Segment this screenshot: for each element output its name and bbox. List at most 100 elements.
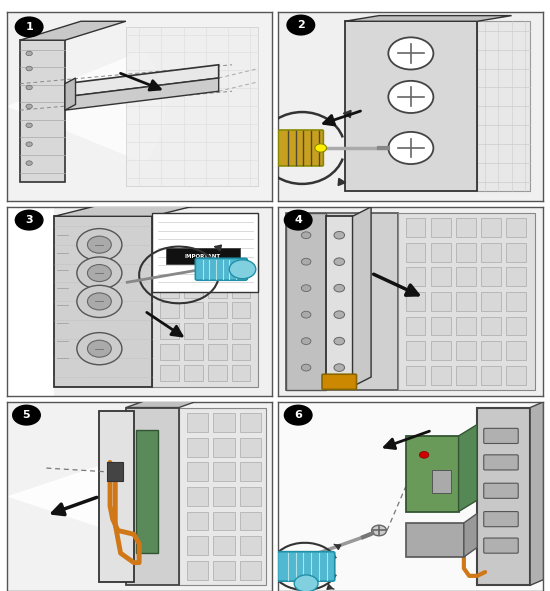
FancyBboxPatch shape — [432, 470, 450, 493]
Polygon shape — [100, 411, 134, 582]
Circle shape — [26, 51, 32, 56]
FancyBboxPatch shape — [232, 365, 250, 381]
FancyBboxPatch shape — [161, 219, 179, 235]
FancyBboxPatch shape — [213, 512, 235, 531]
Circle shape — [334, 364, 344, 371]
Circle shape — [13, 405, 40, 425]
FancyBboxPatch shape — [507, 341, 526, 360]
Text: 2: 2 — [297, 20, 305, 30]
FancyBboxPatch shape — [484, 455, 518, 470]
Circle shape — [287, 15, 315, 35]
FancyBboxPatch shape — [481, 292, 501, 311]
Wedge shape — [7, 440, 192, 553]
FancyBboxPatch shape — [431, 366, 450, 385]
Polygon shape — [353, 207, 371, 387]
FancyBboxPatch shape — [405, 523, 464, 557]
FancyBboxPatch shape — [213, 462, 235, 481]
FancyBboxPatch shape — [7, 207, 54, 396]
Polygon shape — [65, 78, 219, 110]
Polygon shape — [477, 408, 530, 585]
FancyBboxPatch shape — [187, 462, 208, 481]
FancyBboxPatch shape — [213, 438, 235, 457]
Circle shape — [388, 81, 433, 113]
FancyBboxPatch shape — [208, 281, 227, 298]
Circle shape — [87, 236, 111, 253]
FancyBboxPatch shape — [456, 218, 476, 237]
Circle shape — [26, 123, 32, 128]
FancyBboxPatch shape — [507, 317, 526, 336]
FancyBboxPatch shape — [481, 267, 501, 286]
FancyBboxPatch shape — [161, 281, 179, 298]
Circle shape — [372, 525, 387, 536]
FancyBboxPatch shape — [184, 261, 203, 277]
Polygon shape — [126, 398, 205, 408]
FancyBboxPatch shape — [405, 243, 426, 262]
FancyBboxPatch shape — [481, 317, 501, 336]
Circle shape — [334, 258, 344, 265]
Polygon shape — [398, 213, 536, 390]
FancyBboxPatch shape — [232, 344, 250, 360]
FancyBboxPatch shape — [431, 243, 450, 262]
Text: 6: 6 — [294, 410, 302, 420]
FancyBboxPatch shape — [481, 341, 501, 360]
FancyBboxPatch shape — [161, 344, 179, 360]
Circle shape — [388, 37, 433, 70]
Circle shape — [301, 364, 311, 371]
Circle shape — [301, 285, 311, 291]
Circle shape — [284, 405, 312, 425]
FancyBboxPatch shape — [405, 218, 426, 237]
FancyBboxPatch shape — [481, 243, 501, 262]
FancyBboxPatch shape — [208, 365, 227, 381]
FancyBboxPatch shape — [405, 436, 459, 512]
FancyBboxPatch shape — [184, 303, 203, 319]
Circle shape — [229, 260, 256, 279]
FancyBboxPatch shape — [507, 218, 526, 237]
FancyBboxPatch shape — [184, 323, 203, 339]
Circle shape — [26, 104, 32, 109]
Circle shape — [87, 265, 111, 281]
Circle shape — [334, 337, 344, 345]
FancyBboxPatch shape — [481, 366, 501, 385]
Polygon shape — [344, 21, 477, 191]
Polygon shape — [126, 408, 179, 585]
Circle shape — [26, 66, 32, 71]
FancyBboxPatch shape — [240, 512, 261, 531]
Circle shape — [315, 144, 327, 152]
FancyBboxPatch shape — [195, 258, 248, 280]
Polygon shape — [20, 21, 126, 40]
FancyBboxPatch shape — [240, 413, 261, 432]
FancyBboxPatch shape — [431, 341, 450, 360]
FancyBboxPatch shape — [240, 438, 261, 457]
FancyBboxPatch shape — [184, 344, 203, 360]
Polygon shape — [530, 402, 543, 585]
FancyBboxPatch shape — [484, 512, 518, 527]
Circle shape — [77, 257, 122, 289]
Circle shape — [334, 232, 344, 239]
Polygon shape — [65, 78, 75, 110]
FancyBboxPatch shape — [507, 366, 526, 385]
FancyBboxPatch shape — [213, 536, 235, 555]
FancyBboxPatch shape — [208, 240, 227, 256]
Polygon shape — [54, 203, 205, 216]
FancyBboxPatch shape — [213, 413, 235, 432]
FancyBboxPatch shape — [232, 323, 250, 339]
Polygon shape — [152, 216, 258, 387]
FancyBboxPatch shape — [278, 551, 335, 581]
FancyBboxPatch shape — [208, 303, 227, 319]
FancyBboxPatch shape — [232, 240, 250, 256]
Polygon shape — [54, 216, 152, 387]
FancyBboxPatch shape — [405, 317, 426, 336]
FancyBboxPatch shape — [187, 413, 208, 432]
Text: 3: 3 — [25, 215, 33, 225]
FancyBboxPatch shape — [208, 219, 227, 235]
Polygon shape — [344, 15, 512, 21]
Text: 4: 4 — [294, 215, 302, 225]
Text: IMPORTANT: IMPORTANT — [185, 254, 221, 258]
FancyBboxPatch shape — [187, 438, 208, 457]
Text: 5: 5 — [23, 410, 30, 420]
Polygon shape — [459, 424, 477, 512]
FancyBboxPatch shape — [431, 317, 450, 336]
Circle shape — [77, 333, 122, 365]
Circle shape — [284, 210, 312, 230]
FancyBboxPatch shape — [152, 213, 258, 292]
